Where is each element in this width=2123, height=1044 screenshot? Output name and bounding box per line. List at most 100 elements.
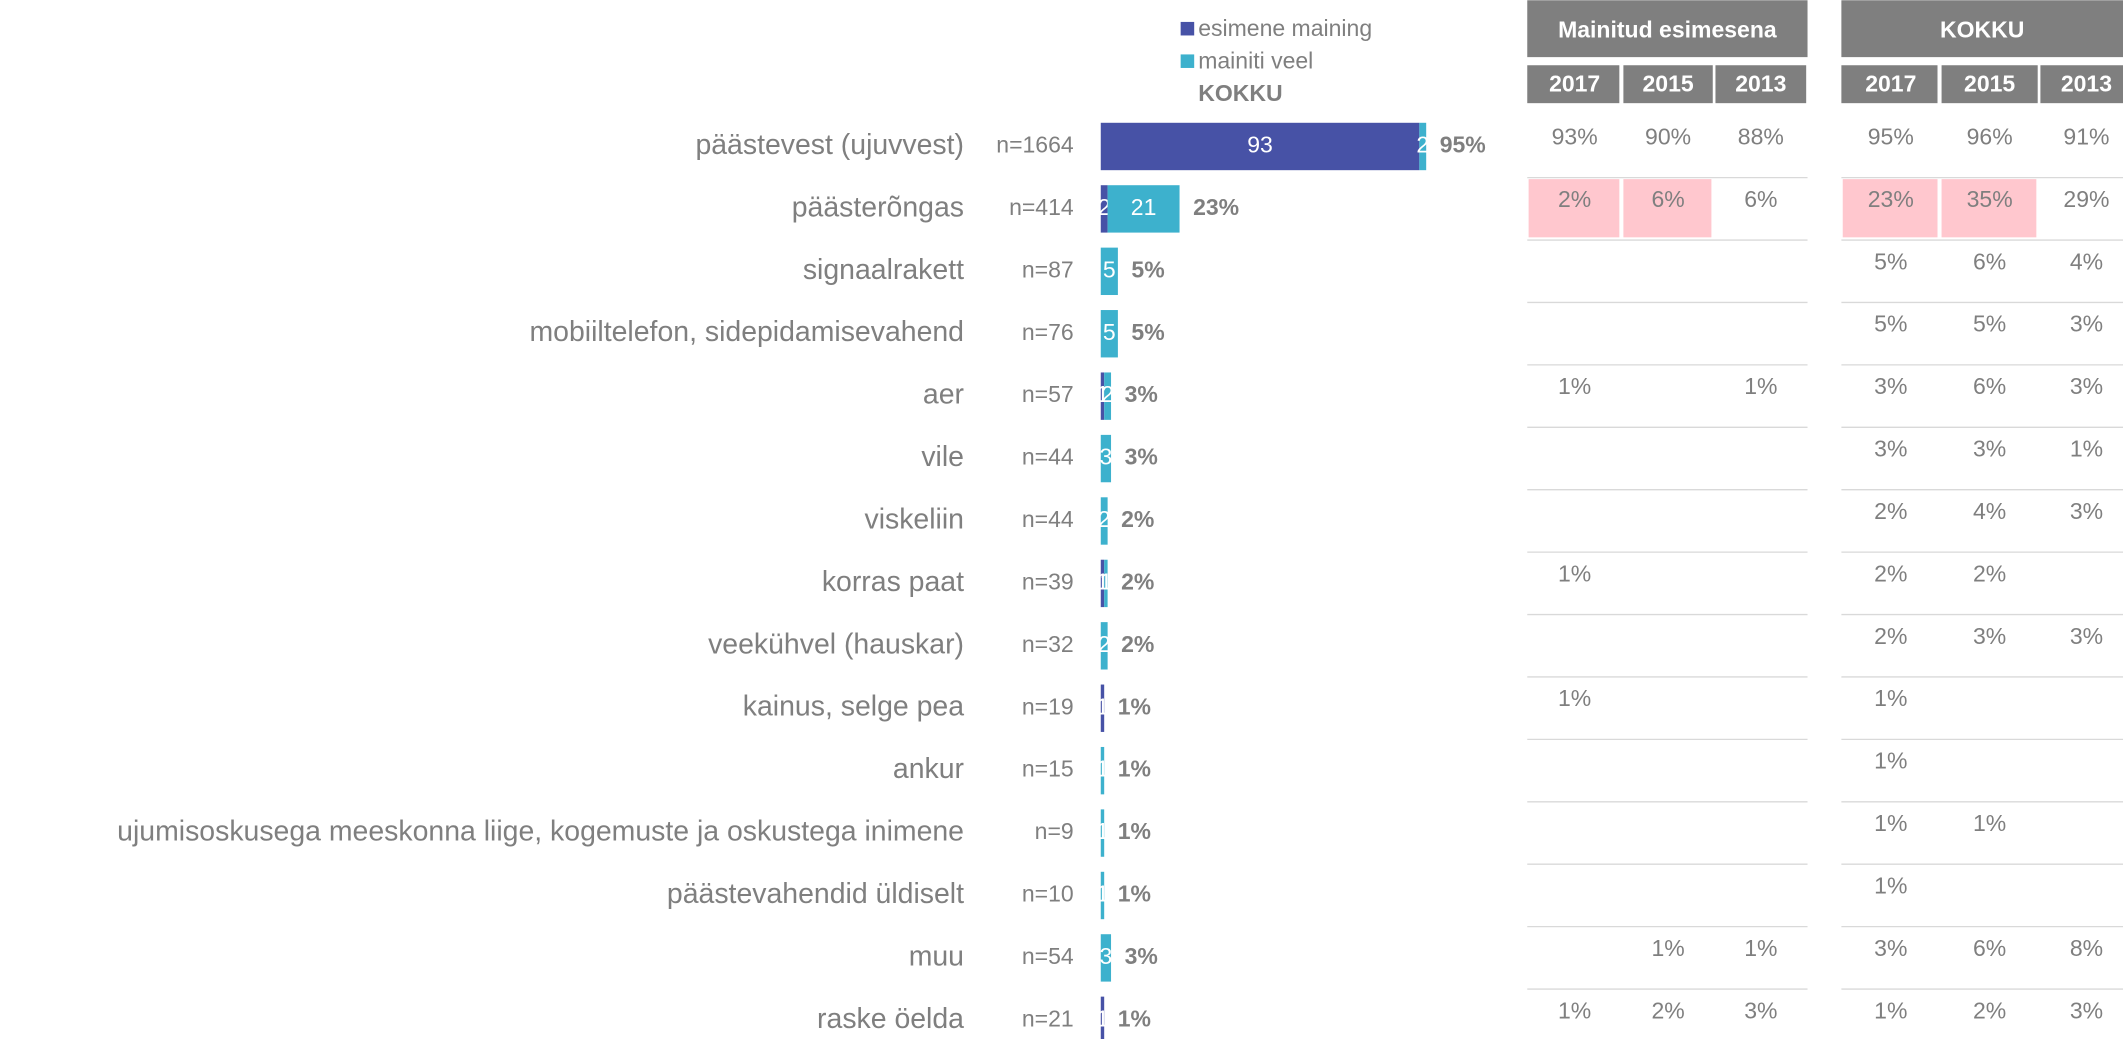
n-label: n=10 <box>1022 881 1074 907</box>
segment-label: 1 <box>1096 693 1109 719</box>
table-cell: 4% <box>1973 498 2006 524</box>
table-cell: 1% <box>1874 748 1907 774</box>
bar-segment <box>1100 622 1108 670</box>
table-cell: 1% <box>1874 872 1907 898</box>
table-cell: 5% <box>1973 311 2006 337</box>
segment-label: 2 <box>1098 631 1111 657</box>
category-label: päästevahendid üldiselt <box>667 878 964 910</box>
total-label: 2% <box>1121 506 1154 532</box>
bar-segment <box>1100 809 1105 857</box>
bar-segment <box>1104 559 1108 608</box>
segment-label: 1 <box>1096 881 1109 907</box>
category-label: vile <box>921 441 964 473</box>
category-label: korras paat <box>822 566 964 598</box>
table-cell: 6% <box>1973 373 2006 399</box>
segment-label: 1 <box>1096 818 1109 844</box>
table-cell: 4% <box>2070 248 2103 274</box>
table-cell: 6% <box>1651 186 1684 212</box>
n-label: n=54 <box>1022 943 1074 969</box>
n-label: n=57 <box>1022 381 1074 407</box>
category-label: päästevest (ujuvvest) <box>695 129 964 161</box>
bar-segment <box>1100 185 1108 233</box>
segment-label: 2 <box>1101 381 1114 407</box>
table-cell: 1% <box>2070 436 2103 462</box>
table-cell: 2% <box>1874 498 1907 524</box>
bar-segment <box>1100 559 1105 608</box>
table-cell: 2% <box>1651 997 1684 1023</box>
column-label: 2013 <box>1735 71 1786 97</box>
legend-label: mainiti veel <box>1198 48 1313 74</box>
bar-segment <box>1104 372 1112 420</box>
table-cell: 1% <box>1744 935 1777 961</box>
column-header <box>2040 65 2123 104</box>
bar-segment <box>1419 122 1427 171</box>
bar-segment <box>1100 247 1118 296</box>
category-label: viskeliin <box>864 504 964 536</box>
table-cell: 8% <box>2070 935 2103 961</box>
table-cell: 2% <box>1558 186 1591 212</box>
n-label: n=21 <box>1022 1005 1074 1031</box>
n-label: n=76 <box>1022 319 1074 345</box>
total-label: 5% <box>1131 256 1164 282</box>
table-cell: 5% <box>1874 311 1907 337</box>
table-title: Mainitud esimesena <box>1558 16 1777 42</box>
total-label: 5% <box>1131 319 1164 345</box>
segment-label: 1 <box>1096 1005 1109 1031</box>
table-cell: 3% <box>2070 623 2103 649</box>
bar-segment <box>1100 310 1118 358</box>
table-cell: 1% <box>1558 560 1591 586</box>
bar-segment <box>1100 122 1420 171</box>
n-label: n=15 <box>1022 756 1074 782</box>
table-cell: 88% <box>1738 123 1784 149</box>
n-label: n=19 <box>1022 693 1074 719</box>
n-label: n=87 <box>1022 256 1074 282</box>
table-cell: 95% <box>1868 123 1914 149</box>
total-label: 1% <box>1118 818 1151 844</box>
bar-segment <box>1100 684 1105 732</box>
table-cell: 3% <box>1874 935 1907 961</box>
table-cell: 3% <box>1874 373 1907 399</box>
legend-swatch <box>1180 54 1195 68</box>
column-header <box>1715 65 1807 104</box>
table-cell: 1% <box>1558 997 1591 1023</box>
total-label: 1% <box>1118 881 1151 907</box>
table-cell: 1% <box>1651 935 1684 961</box>
total-label: 3% <box>1125 444 1158 470</box>
table-cell: 1% <box>1558 685 1591 711</box>
table-cell: 3% <box>2070 311 2103 337</box>
n-label: n=414 <box>1009 194 1074 220</box>
column-header <box>1623 65 1713 104</box>
segment-label: 3 <box>1100 444 1113 470</box>
segment-label: 1 <box>1100 568 1113 594</box>
column-label: 2017 <box>1865 71 1916 97</box>
n-label: n=1664 <box>996 132 1074 158</box>
segment-label: 93 <box>1247 132 1273 158</box>
table-title: KOKKU <box>1940 16 2024 42</box>
n-label: n=32 <box>1022 631 1074 657</box>
column-label: 2013 <box>2061 71 2112 97</box>
table-cell: 6% <box>1744 186 1777 212</box>
total-label: 1% <box>1118 756 1151 782</box>
segment-label: 5 <box>1103 319 1116 345</box>
table-cell: 91% <box>2063 123 2109 149</box>
category-label: kainus, selge pea <box>743 691 964 723</box>
n-label: n=44 <box>1022 444 1074 470</box>
table-cell: 1% <box>1973 810 2006 836</box>
bar-segment <box>1100 934 1112 982</box>
table-cell: 3% <box>2070 498 2103 524</box>
category-label: signaalrakett <box>803 254 964 286</box>
highlight-cell <box>1528 179 1620 238</box>
table-cell: 1% <box>1558 373 1591 399</box>
legend-swatch <box>1180 21 1195 36</box>
category-label: muu <box>909 940 964 972</box>
table-cell: 3% <box>1744 997 1777 1023</box>
bar-segment <box>1100 372 1105 420</box>
total-label: 3% <box>1125 943 1158 969</box>
table-header <box>1841 0 2123 58</box>
table-cell: 3% <box>1973 436 2006 462</box>
n-label: n=9 <box>1035 818 1074 844</box>
table-cell: 6% <box>1973 935 2006 961</box>
table-cell: 2% <box>1874 560 1907 586</box>
table-cell: 1% <box>1744 373 1777 399</box>
